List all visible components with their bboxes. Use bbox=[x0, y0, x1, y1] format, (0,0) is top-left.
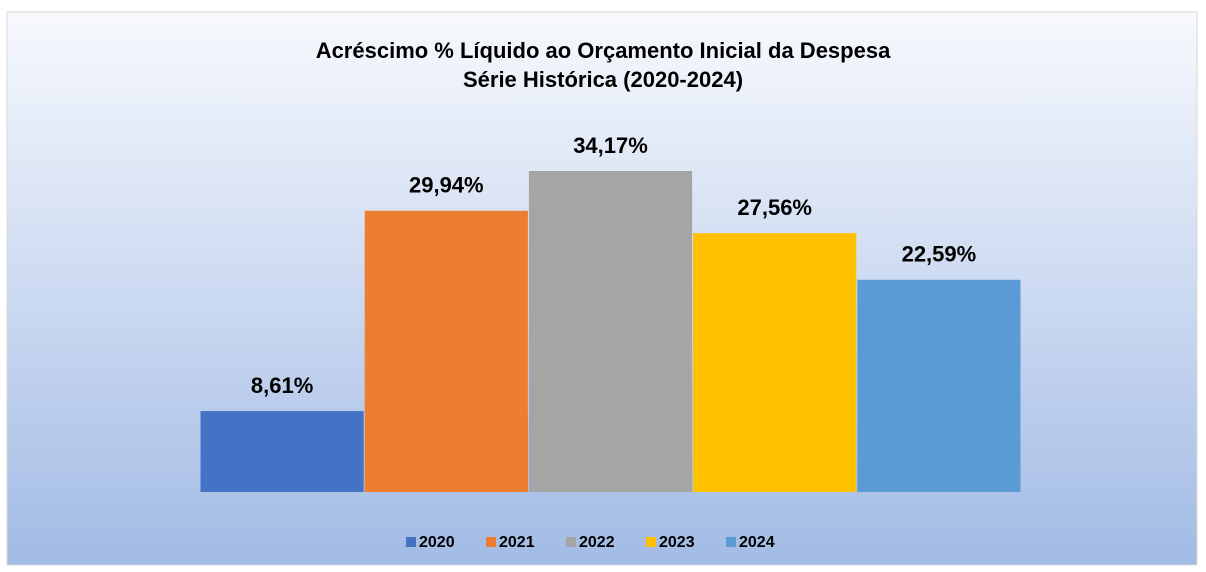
bar bbox=[693, 233, 857, 492]
bar bbox=[200, 411, 364, 492]
chart-subtitle: Série Histórica (2020-2024) bbox=[463, 67, 743, 92]
chart-title: Acréscimo % Líquido ao Orçamento Inicial… bbox=[316, 38, 891, 63]
legend-label: 2022 bbox=[579, 534, 615, 551]
legend-label: 2024 bbox=[739, 534, 775, 551]
data-label: 34,17% bbox=[573, 133, 648, 158]
legend-swatch bbox=[486, 537, 496, 547]
legend-swatch bbox=[646, 537, 656, 547]
bar bbox=[857, 279, 1021, 492]
bar bbox=[528, 171, 693, 492]
legend-label: 2021 bbox=[499, 534, 535, 551]
legend-swatch bbox=[566, 537, 576, 547]
bar bbox=[364, 210, 528, 492]
data-label: 27,56% bbox=[737, 195, 812, 220]
legend-swatch bbox=[726, 537, 736, 547]
data-label: 29,94% bbox=[409, 173, 484, 198]
data-label: 8,61% bbox=[251, 373, 313, 398]
data-label: 22,59% bbox=[902, 242, 977, 267]
legend-swatch bbox=[406, 537, 416, 547]
legend-label: 2020 bbox=[419, 534, 455, 551]
legend-label: 2023 bbox=[659, 534, 695, 551]
